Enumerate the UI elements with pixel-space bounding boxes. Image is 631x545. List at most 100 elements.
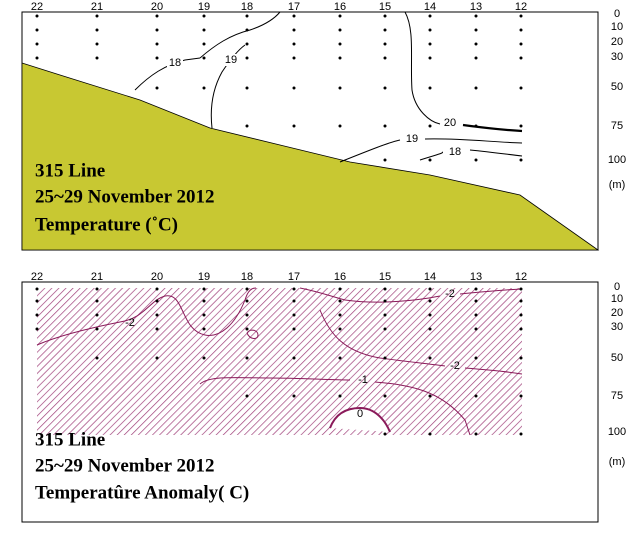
station-dot (35, 42, 39, 46)
station-label: 21 (91, 271, 103, 283)
station-dot (519, 327, 523, 331)
depth-label: 50 (611, 81, 623, 93)
station-dot (95, 28, 99, 32)
station-label: 12 (515, 271, 527, 283)
station-dot (202, 42, 206, 46)
station-dot (292, 356, 296, 360)
hatched-area (37, 288, 522, 435)
contour-label: -2 (450, 360, 460, 372)
station-dot (474, 124, 478, 128)
station-dot (338, 394, 342, 398)
station-dot (428, 28, 432, 32)
station-dot (383, 432, 387, 436)
station-dot (338, 42, 342, 46)
station-dot (474, 299, 478, 303)
station-dot (155, 86, 159, 90)
contour-label-bg (223, 54, 239, 66)
depth-label: 10 (611, 21, 623, 33)
station-dot (519, 124, 523, 128)
panel-title: Temperature (˚C) (35, 214, 178, 235)
station-dot (519, 394, 523, 398)
station-dot (202, 14, 206, 18)
station-dot (35, 28, 39, 32)
station-dot (202, 86, 206, 90)
station-dot (519, 287, 523, 291)
station-label: 17 (288, 271, 300, 283)
station-dot (383, 356, 387, 360)
station-dot (202, 287, 206, 291)
station-dot (338, 327, 342, 331)
station-dot (474, 56, 478, 60)
station-dot (292, 313, 296, 317)
station-label: 17 (288, 1, 300, 13)
depth-label: 100 (608, 154, 626, 166)
station-label: 19 (198, 271, 210, 283)
station-dot (35, 14, 39, 18)
station-label: 20 (151, 271, 163, 283)
station-dot (428, 42, 432, 46)
station-label: 13 (470, 271, 482, 283)
station-dot (383, 287, 387, 291)
contour-label: -2 (445, 288, 455, 300)
station-dot (292, 287, 296, 291)
depth-label: 20 (611, 36, 623, 48)
station-dot (474, 356, 478, 360)
station-label: 16 (334, 1, 346, 13)
contour-label: 0 (357, 408, 363, 420)
station-dot (428, 313, 432, 317)
station-dot (338, 313, 342, 317)
station-dot (245, 356, 249, 360)
depth-label: 100 (608, 426, 626, 438)
station-label: 13 (470, 1, 482, 13)
station-dot (519, 86, 523, 90)
panel-title: 25~29 November 2012 (35, 455, 214, 476)
station-label: 18 (241, 1, 253, 13)
station-dot (155, 28, 159, 32)
station-dot (474, 287, 478, 291)
station-dot (35, 56, 39, 60)
station-dot (155, 313, 159, 317)
station-dot (292, 86, 296, 90)
station-dot (202, 28, 206, 32)
station-dot (245, 299, 249, 303)
panel-title: 25~29 November 2012 (35, 186, 214, 207)
depth-label: 75 (611, 120, 623, 132)
station-dot (95, 42, 99, 46)
station-dot (35, 287, 39, 291)
station-dot (383, 124, 387, 128)
station-dot (383, 299, 387, 303)
station-dot (338, 56, 342, 60)
station-dot (338, 287, 342, 291)
panel-title: 315 Line (35, 429, 105, 450)
station-dot (35, 299, 39, 303)
station-dot (383, 394, 387, 398)
station-dot (292, 14, 296, 18)
depth-label: 0 (614, 8, 620, 20)
station-dot (292, 394, 296, 398)
station-label: 18 (241, 271, 253, 283)
station-dot (202, 313, 206, 317)
station-dot (155, 14, 159, 18)
station-dot (428, 327, 432, 331)
contour-label: 20 (444, 117, 456, 129)
station-dot (519, 42, 523, 46)
station-dot (428, 56, 432, 60)
station-dot (338, 124, 342, 128)
station-dot (338, 86, 342, 90)
depth-unit: (m) (609, 456, 626, 468)
station-dot (292, 56, 296, 60)
station-dot (245, 86, 249, 90)
station-dot (292, 327, 296, 331)
station-dot (245, 313, 249, 317)
station-dot (383, 56, 387, 60)
station-label: 16 (334, 271, 346, 283)
station-dot (519, 432, 523, 436)
station-dot (95, 313, 99, 317)
station-dot (519, 299, 523, 303)
depth-label: 0 (614, 281, 620, 293)
station-dot (155, 287, 159, 291)
depth-label: 20 (611, 307, 623, 319)
station-dot (95, 356, 99, 360)
station-dot (519, 158, 523, 162)
